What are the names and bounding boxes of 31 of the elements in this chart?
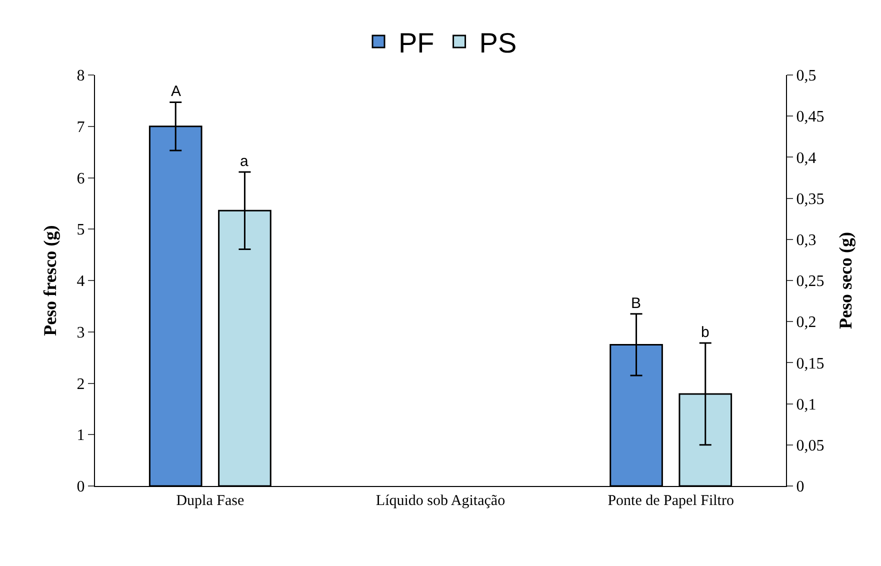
y2-tick-label: 0,2 — [796, 314, 816, 332]
y2-tick-label: 0,3 — [796, 232, 816, 249]
legend-label: PS — [479, 27, 517, 58]
annotation: A — [171, 83, 182, 100]
y-axis-title: Peso fresco (g) — [40, 225, 60, 336]
y-tick-label: 3 — [76, 324, 85, 342]
y2-tick-label: 0,1 — [796, 396, 816, 414]
y2-tick-label: 0,5 — [796, 68, 816, 85]
y2-axis-title: Peso seco (g) — [835, 232, 856, 329]
annotation: a — [240, 153, 249, 170]
x-tick-label: Dupla Fase — [176, 493, 244, 509]
y-tick-label: 0 — [76, 478, 85, 496]
y2-tick-label: 0,4 — [796, 150, 816, 167]
annotation: B — [631, 295, 642, 312]
y2-tick-label: 0,05 — [796, 438, 824, 454]
y-tick-label: 5 — [76, 222, 85, 239]
y2-tick-label: 0 — [796, 478, 804, 496]
y-tick-label: 1 — [76, 427, 85, 444]
y-tick-label: 6 — [76, 170, 85, 188]
x-tick-label: Líquido sob Agitação — [376, 493, 506, 509]
y2-tick-label: 0,25 — [796, 273, 824, 290]
legend-label: PF — [398, 27, 434, 58]
y2-tick-label: 0,35 — [796, 190, 824, 208]
y2-tick-label: 0,45 — [796, 108, 824, 126]
y-tick-label: 2 — [76, 376, 85, 393]
y-tick-label: 4 — [76, 273, 85, 290]
annotation: b — [701, 324, 710, 341]
y2-tick-label: 0,15 — [796, 355, 824, 372]
y-tick-label: 7 — [76, 118, 85, 136]
y-tick-label: 8 — [76, 68, 85, 85]
x-tick-label: Ponte de Papel Filtro — [608, 493, 734, 509]
